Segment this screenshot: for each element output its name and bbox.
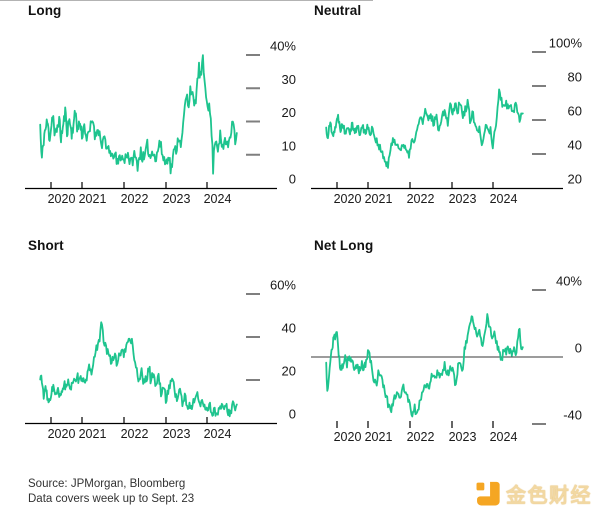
svg-text:20: 20 — [282, 364, 296, 379]
svg-text:2024: 2024 — [204, 192, 232, 206]
chart-title-neutral: Neutral — [314, 3, 362, 18]
svg-text:2024: 2024 — [490, 192, 518, 206]
svg-text:2023: 2023 — [449, 430, 477, 444]
svg-text:2024: 2024 — [204, 427, 232, 441]
svg-text:40: 40 — [568, 138, 582, 153]
svg-text:2021: 2021 — [365, 192, 393, 206]
svg-text:60%: 60% — [270, 278, 296, 293]
svg-text:0: 0 — [575, 341, 582, 356]
svg-text:40: 40 — [282, 321, 296, 336]
svg-text:2023: 2023 — [449, 192, 477, 206]
source-line-2: Data covers week up to Sept. 23 — [28, 492, 195, 505]
svg-text:2022: 2022 — [121, 427, 149, 441]
svg-text:-40: -40 — [563, 408, 582, 423]
source-note: Source: JPMorgan, Bloomberg Data covers … — [28, 477, 194, 506]
footer: Source: JPMorgan, Bloomberg Data covers … — [0, 470, 600, 516]
svg-text:0: 0 — [289, 172, 296, 187]
netlong-chart: 2020 2021 2022 2023 2024 40% 0 -40 — [311, 274, 582, 444]
logo-text: 金色财经 — [506, 485, 592, 507]
chart-title-short: Short — [28, 238, 64, 253]
chart-title-netlong: Net Long — [314, 238, 374, 253]
neutral-chart: 2020 2021 2022 2023 2024 100% 80 60 40 20 — [311, 36, 583, 206]
top-crop-artifact-line — [0, 0, 373, 1]
svg-text:2023: 2023 — [163, 427, 191, 441]
svg-text:2020: 2020 — [334, 192, 362, 206]
svg-text:2024: 2024 — [490, 430, 518, 444]
panel-short: Short 2020 2021 2022 2023 2024 60% 40 20 0 — [0, 235, 314, 470]
long-chart: 2020 2021 2022 2023 2024 40% 30 20 10 0 — [25, 39, 296, 206]
svg-text:2020: 2020 — [48, 192, 76, 206]
svg-text:2023: 2023 — [163, 192, 191, 206]
svg-text:20: 20 — [282, 105, 296, 120]
source-line-1: Source: JPMorgan, Bloomberg — [28, 478, 186, 490]
short-chart: 2020 2021 2022 2023 2024 60% 40 20 0 — [25, 278, 296, 441]
svg-text:0: 0 — [289, 407, 296, 422]
svg-text:2022: 2022 — [121, 192, 149, 206]
jinse-logo-icon — [476, 481, 500, 506]
svg-text:2022: 2022 — [407, 192, 435, 206]
svg-text:10: 10 — [282, 138, 296, 153]
svg-text:2020: 2020 — [48, 427, 76, 441]
svg-text:40%: 40% — [270, 39, 296, 54]
svg-text:20: 20 — [568, 172, 582, 187]
panel-netlong: Net Long 2020 2021 2022 2023 2024 40% 0 -40 — [286, 235, 600, 470]
svg-text:2021: 2021 — [365, 430, 393, 444]
svg-text:30: 30 — [282, 72, 296, 87]
svg-text:2020: 2020 — [334, 430, 362, 444]
svg-text:40%: 40% — [556, 274, 582, 289]
panel-neutral: Neutral 2020 2021 2022 2023 2024 100% 80 60 40 20 — [286, 0, 600, 235]
svg-text:2021: 2021 — [79, 192, 107, 206]
jinse-finance-logo: 金色财经 — [476, 479, 592, 508]
svg-text:100%: 100% — [549, 36, 583, 51]
svg-text:80: 80 — [568, 70, 582, 85]
chart-title-long: Long — [28, 3, 62, 18]
svg-text:2021: 2021 — [79, 427, 107, 441]
panel-long: Long 2020 2021 2022 2023 2024 40% 30 20 10 0 — [0, 0, 314, 235]
svg-text:60: 60 — [568, 104, 582, 119]
svg-text:2022: 2022 — [407, 430, 435, 444]
